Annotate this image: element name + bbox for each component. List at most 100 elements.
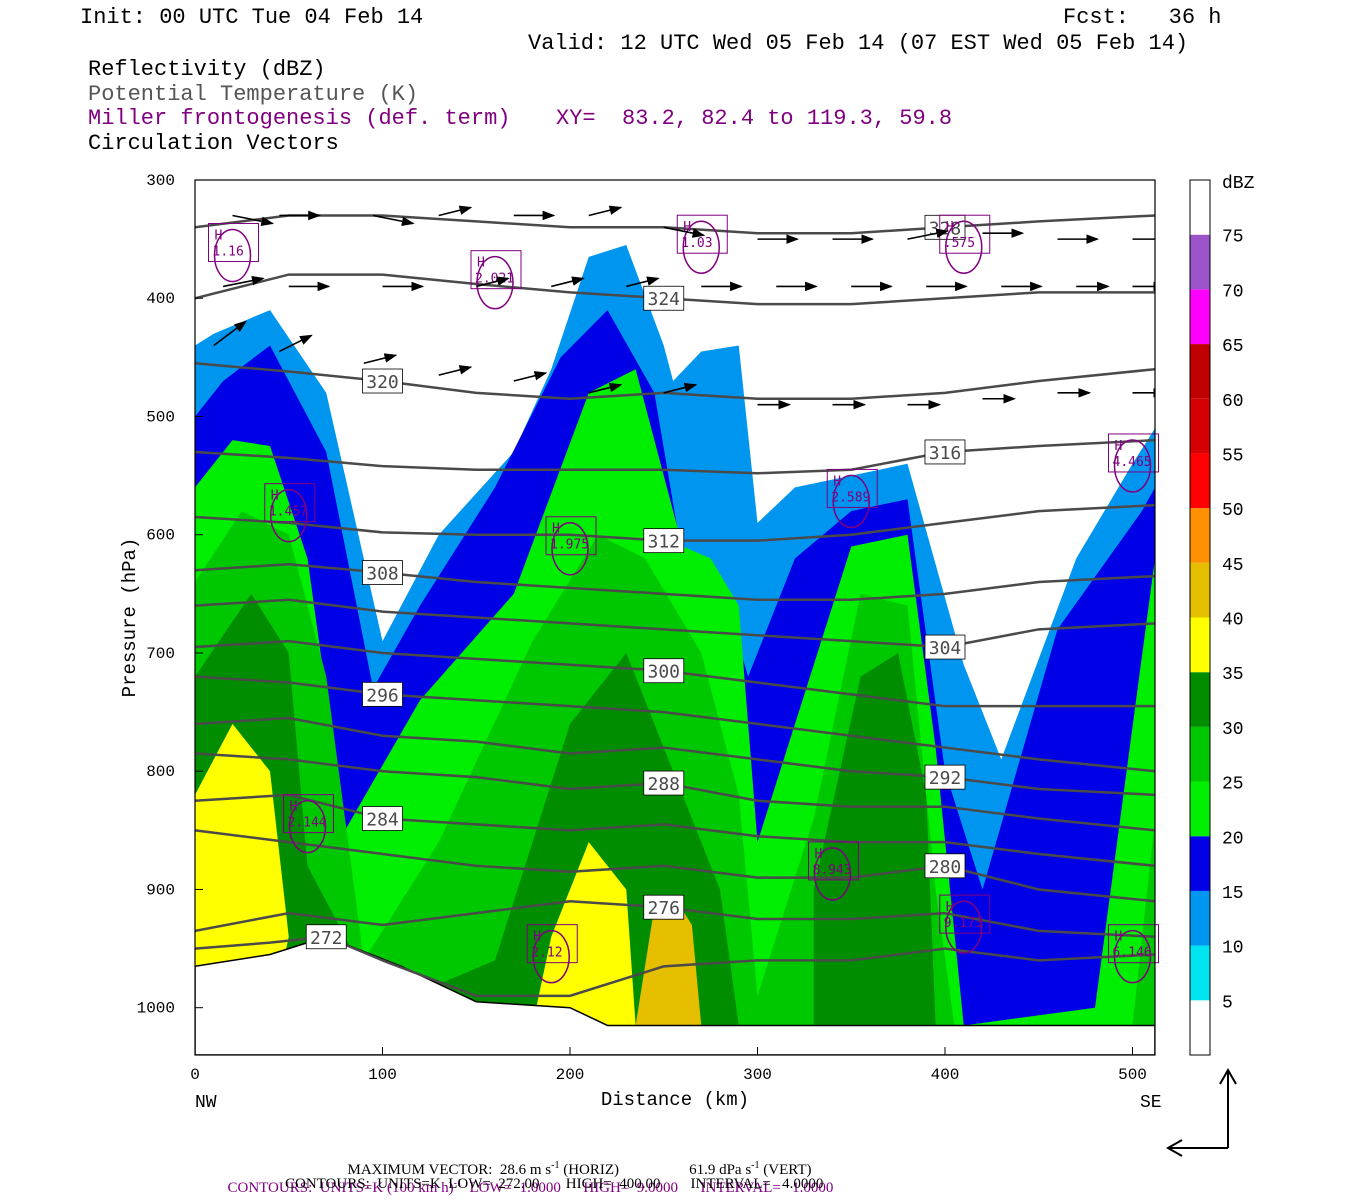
frontogenesis-contour xyxy=(288,799,327,854)
colorbar-tick-label: 35 xyxy=(1222,665,1244,685)
colorbar-swatch xyxy=(1190,453,1210,509)
colorbar-tick-label: 55 xyxy=(1222,446,1244,466)
theta-label-box xyxy=(362,806,403,831)
circulation-vector xyxy=(663,382,698,394)
frontogenesis-max-h: H xyxy=(1115,930,1123,945)
frontogenesis-max-h: H xyxy=(946,220,954,235)
max-vector-vert-tag: (VERT) xyxy=(759,1162,812,1178)
theta-label: 320 xyxy=(366,372,399,393)
frontogenesis-max-value: .575 xyxy=(944,236,975,251)
contours-fronto-range: LOW= 1.0000 HIGH= 9.0000 INTERVAL= 1.000… xyxy=(461,1180,834,1196)
x-tick-label: 400 xyxy=(931,1066,960,1084)
colorbar-tick-label: 65 xyxy=(1222,337,1244,357)
theta-contour-layer: 272 276 280 284 288 292 296 300 304 308 312 316 320 3… xyxy=(195,214,1155,998)
contours-theta-line: CONTOURS: UNITS=K LOW= 272.00 HIGH= 400.… xyxy=(285,1176,824,1192)
plot-frame xyxy=(194,179,1156,1056)
theta-label: 280 xyxy=(929,857,962,878)
reference-vector-icon xyxy=(1165,1067,1237,1157)
theta-contour xyxy=(195,438,1155,475)
frontogenesis-max-value: 1.975 xyxy=(550,538,589,553)
field-frontogenesis: Miller frontogenesis (def. term) xyxy=(88,106,511,131)
init-time: Init: 00 UTC Tue 04 Feb 14 xyxy=(80,5,424,30)
frontogenesis-max-box xyxy=(939,894,991,934)
theta-contour xyxy=(195,214,1155,235)
theta-contour xyxy=(195,829,1155,903)
x-tick-label: 0 xyxy=(190,1066,200,1084)
theta-label-box xyxy=(924,439,966,465)
theta-contour xyxy=(195,563,1155,602)
colorbar: 5 10 15 20 25 30 35 40 45 50 55 60 65 70 75 dBZ xyxy=(1189,174,1255,1056)
contours-fronto-units: CONTOURS: UNITS=K (100 km h) xyxy=(227,1180,454,1196)
frontogenesis-max-h: H xyxy=(533,930,541,945)
frontogenesis-max-h: H xyxy=(552,522,560,537)
colorbar-title: dBZ xyxy=(1222,174,1255,194)
x-end-label-left: NW xyxy=(195,1093,217,1113)
colorbar-frame xyxy=(1189,179,1211,1056)
theta-label: 284 xyxy=(366,810,399,831)
frontogenesis-contour xyxy=(476,255,514,310)
theta-label-box xyxy=(305,924,347,950)
y-tick-label: 900 xyxy=(146,881,175,899)
max-vector-horiz-exp: -1 xyxy=(551,1160,560,1171)
circulation-vector xyxy=(213,320,248,347)
theta-label-box xyxy=(924,634,966,660)
circulation-vector xyxy=(476,276,510,288)
colorbar-swatch xyxy=(1190,945,1210,1001)
reflectivity-region xyxy=(635,895,702,1026)
frontogenesis-contour xyxy=(1113,929,1152,984)
colorbar-tick-label: 25 xyxy=(1222,775,1244,795)
theta-label-box xyxy=(643,770,685,796)
frontogenesis-max-h: H xyxy=(833,474,841,489)
circulation-vector xyxy=(438,365,473,376)
circulation-vector xyxy=(513,371,548,382)
max-vector-horiz: MAXIMUM VECTOR: 28.6 m s xyxy=(347,1162,552,1178)
frontogenesis-contour xyxy=(551,521,589,576)
x-tick-label: 300 xyxy=(743,1066,772,1084)
frontogenesis-contour xyxy=(1113,439,1152,493)
x-axis-label: Distance (km) xyxy=(601,1089,749,1111)
frontogenesis-max-box xyxy=(1108,924,1159,964)
frontogenesis-max-h: H xyxy=(271,489,279,504)
frontogenesis-contour xyxy=(532,929,570,984)
frontogenesis-max-box xyxy=(826,468,878,508)
frontogenesis-max-value: 8.943 xyxy=(813,863,852,878)
colorbar-tick-label: 75 xyxy=(1222,228,1244,248)
circulation-vector xyxy=(372,214,415,226)
frontogenesis-max-value: 2.12 xyxy=(531,946,562,961)
theta-label: 296 xyxy=(366,685,399,706)
frontogenesis-max-box xyxy=(208,222,259,262)
colorbar-tick-label: 30 xyxy=(1222,720,1244,740)
circulation-vector xyxy=(588,205,623,217)
circulation-vector xyxy=(663,226,706,238)
theta-label: 316 xyxy=(929,443,962,464)
colorbar-tick-label: 50 xyxy=(1222,501,1244,521)
colorbar-swatch xyxy=(1190,398,1210,454)
colorbar-tick-label: 45 xyxy=(1222,556,1244,576)
valid-time: Valid: 12 UTC Wed 05 Feb 14 (07 EST Wed … xyxy=(528,31,1189,56)
theta-label: 312 xyxy=(647,532,680,553)
circulation-vector xyxy=(232,214,275,226)
frontogenesis-contour xyxy=(682,220,720,274)
y-tick-label: 400 xyxy=(146,290,175,308)
colorbar-tick-label: 10 xyxy=(1222,939,1244,959)
max-vector-vert-exp: -1 xyxy=(751,1160,760,1171)
y-axis-label: Pressure (hPa) xyxy=(119,538,141,698)
frontogenesis-layer: H1.16H2.021H1.03H.575H1.457H1.975H2.589H… xyxy=(208,214,1159,984)
theta-label-box xyxy=(643,285,685,311)
theta-label-box xyxy=(362,681,403,707)
colorbar-swatch xyxy=(1190,234,1210,290)
colorbar-swatch xyxy=(1190,781,1210,837)
x-tick-label: 200 xyxy=(556,1066,585,1084)
x-tick-label: 500 xyxy=(1118,1066,1147,1084)
frontogenesis-max-h: H xyxy=(215,228,223,243)
y-tick-label: 300 xyxy=(146,172,175,190)
colorbar-swatch xyxy=(1190,508,1210,563)
colorbar-tick-label: 40 xyxy=(1222,611,1244,631)
theta-contour xyxy=(195,716,1155,797)
theta-label-box xyxy=(643,894,685,920)
x-end-label-right: SE xyxy=(1140,1093,1162,1113)
theta-contour xyxy=(195,793,1155,868)
frontogenesis-max-box xyxy=(1108,433,1159,473)
theta-label-box xyxy=(362,560,403,585)
frontogenesis-max-h: H xyxy=(290,800,298,815)
